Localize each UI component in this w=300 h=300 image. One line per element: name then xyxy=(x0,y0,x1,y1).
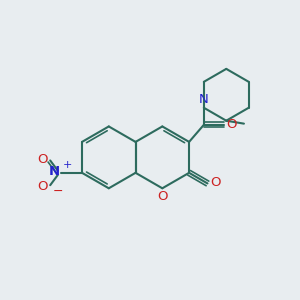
Text: O: O xyxy=(210,176,220,189)
Text: O: O xyxy=(37,153,48,166)
Text: N: N xyxy=(49,165,60,178)
Text: O: O xyxy=(226,118,237,131)
Text: O: O xyxy=(158,190,168,203)
Text: O: O xyxy=(37,180,48,193)
Text: −: − xyxy=(53,185,64,198)
Text: N: N xyxy=(199,93,209,106)
Text: +: + xyxy=(63,160,72,170)
